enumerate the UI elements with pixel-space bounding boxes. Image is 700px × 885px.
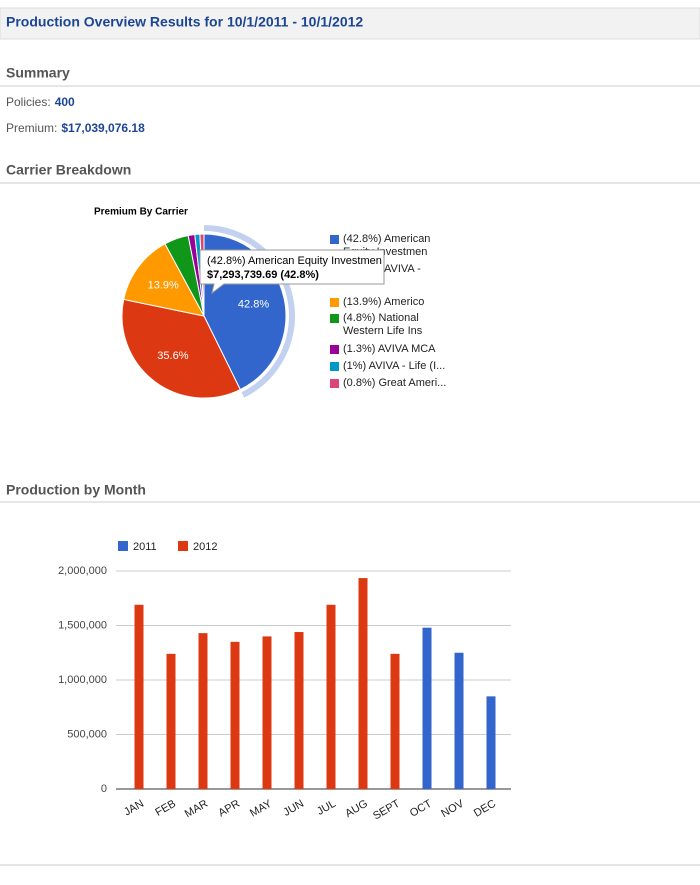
tooltip-text: $7,293,739.69 (42.8%) (207, 269, 319, 281)
pie-slice (123, 243, 205, 317)
bar (230, 641, 240, 789)
chart-title: Premium By Carrier (94, 207, 188, 218)
x-tick-label: APR (216, 798, 242, 820)
legend-label: (1%) AVIVA - Life (I... (343, 360, 446, 372)
pie-slice (121, 298, 241, 399)
slice-label: 42.8% (238, 298, 269, 310)
x-tick-label: DEC (472, 798, 498, 820)
legend-swatch (330, 235, 339, 244)
legend-swatch (330, 345, 339, 354)
y-tick-label: 2,000,000 (58, 565, 107, 577)
legend-swatch (330, 362, 339, 371)
legend-label: 2011 (133, 541, 157, 553)
x-tick-label: NOV (439, 797, 466, 820)
slice-label: 35.6% (157, 350, 188, 362)
bar (262, 636, 272, 789)
y-tick-label: 1,000,000 (58, 674, 107, 686)
tooltip-title: (42.8%) American Equity Investmen (207, 255, 382, 267)
legend-entry: (4.8%) National Western Life Ins (343, 312, 423, 337)
legend-label: 2012 (193, 541, 217, 553)
section-heading: Carrier Breakdown (6, 162, 131, 178)
x-tick-label: FEB (153, 798, 178, 819)
header-bar (0, 7, 700, 40)
bar (294, 632, 304, 789)
y-tick-label: 500,000 (67, 728, 107, 740)
legend-swatch (118, 541, 128, 551)
bar (134, 604, 144, 789)
bar (166, 653, 176, 789)
section-heading: Summary (6, 65, 70, 81)
legend-label: (0.8%) Great Ameri... (343, 377, 447, 389)
bar (390, 653, 400, 789)
legend-swatch (330, 314, 339, 323)
bar (454, 652, 464, 789)
bar (198, 633, 208, 789)
bar (326, 604, 336, 789)
y-tick-label: 1,500,000 (58, 619, 107, 631)
premium-label: Premium: (6, 121, 57, 135)
legend-swatch (330, 379, 339, 388)
x-tick-label: JUN (281, 798, 306, 819)
bar (358, 578, 368, 789)
x-tick-label: JAN (122, 798, 146, 819)
legend-label: (13.9%) Americo (343, 296, 425, 308)
legend-label: (4.8%) National Western Life Ins (343, 312, 423, 337)
tooltip-box (199, 249, 385, 295)
x-tick-label: SEPT (371, 798, 402, 823)
policies-value: 400 (55, 95, 75, 109)
legend-entry: (0.8%) Great Ameri... (343, 377, 447, 389)
premium-value: $17,039,076.18 (61, 121, 145, 135)
legend-swatch (178, 541, 188, 551)
legend-label: (1.3%) AVIVA MCA (343, 343, 436, 355)
bar (486, 696, 496, 789)
x-tick-label: MAY (248, 797, 275, 819)
policies-label: Policies: (6, 95, 51, 109)
legend-entry: (1.3%) AVIVA MCA (343, 343, 436, 355)
x-tick-label: MAR (183, 798, 210, 821)
legend-entry: (1%) AVIVA - Life (I... (343, 360, 446, 372)
x-tick-label: AUG (343, 798, 370, 820)
y-tick-label: 0 (101, 783, 107, 795)
page-title: Production Overview Results for 10/1/201… (6, 14, 363, 30)
section-heading: Production by Month (6, 482, 146, 498)
slice-label: 13.9% (148, 280, 179, 292)
bar (422, 627, 432, 789)
x-tick-label: OCT (408, 798, 434, 820)
x-tick-label: JUL (315, 798, 338, 818)
legend-entry: (13.9%) Americo (343, 296, 425, 308)
legend-swatch (330, 298, 339, 307)
